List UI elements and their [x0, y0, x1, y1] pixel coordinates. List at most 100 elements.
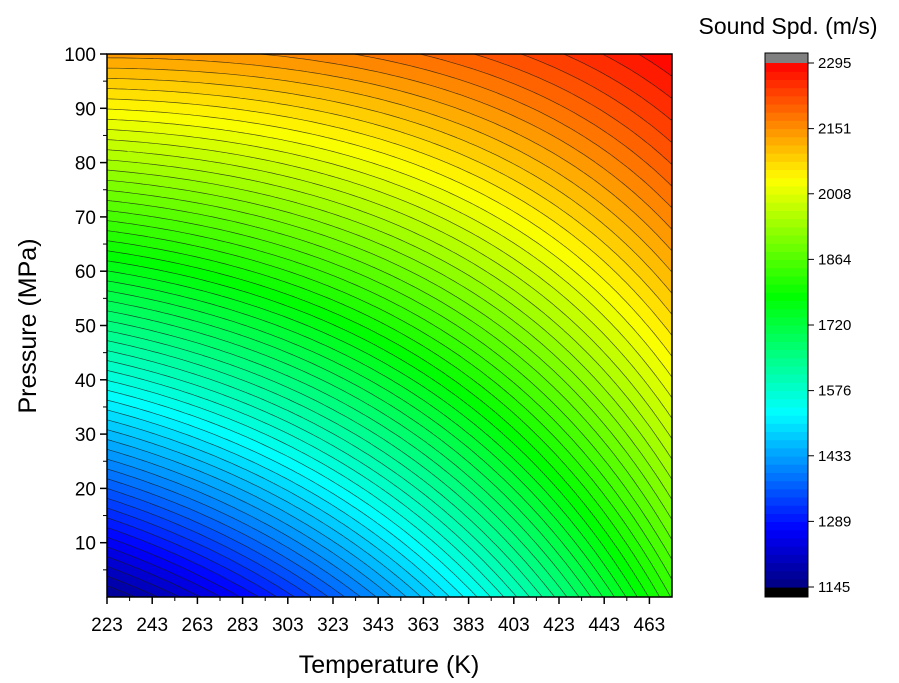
colorbar-tick-label: 1289	[818, 513, 851, 530]
colorbar-band	[765, 562, 808, 572]
contour-line	[107, 260, 638, 597]
x-tick-label: 283	[227, 615, 259, 636]
colorbar-tick-label: 1576	[818, 383, 851, 400]
x-tick-label: 443	[588, 615, 620, 636]
contour-line	[107, 139, 672, 419]
contour-lines	[107, 54, 672, 597]
colorbar-band	[765, 95, 808, 105]
contour-line	[107, 409, 450, 597]
colorbar-tick-label: 1864	[818, 251, 851, 268]
contour-line	[107, 129, 672, 399]
contour-line	[107, 429, 422, 597]
y-tick-label: 40	[75, 371, 96, 392]
colorbar-band	[765, 103, 808, 113]
contour-line	[107, 448, 392, 597]
contour-line	[107, 240, 661, 597]
contour-line	[107, 527, 259, 597]
colorbar-band	[765, 63, 808, 72]
contour-line	[107, 379, 491, 597]
contour-line	[107, 497, 312, 597]
colorbar-band	[765, 87, 808, 97]
colorbar-band	[765, 505, 808, 514]
colorbar-band	[765, 136, 808, 146]
x-tick-label: 363	[408, 615, 440, 636]
contour-line	[107, 468, 361, 597]
colorbar-band	[765, 439, 808, 449]
contour-line	[107, 149, 672, 440]
colorbar-band	[765, 275, 808, 285]
contour-line	[107, 488, 329, 597]
y-axis: 10 20 30 40 50 60 70 80 90 100	[64, 45, 107, 571]
colorbar-band	[765, 218, 808, 228]
y-tick-label: 30	[75, 425, 96, 446]
colorbar-band	[765, 128, 808, 138]
colorbar-band	[765, 194, 808, 203]
contour-line	[107, 300, 592, 597]
colorbar-band	[765, 284, 808, 293]
colorbar-band	[765, 243, 808, 252]
colorbar-band	[765, 406, 808, 416]
colorbar-band	[765, 333, 808, 342]
colorbar-band	[765, 259, 808, 269]
colorbar-band	[765, 267, 808, 277]
contour-line	[107, 88, 672, 315]
y-tick-label: 10	[75, 534, 96, 555]
colorbar-band	[765, 341, 808, 351]
x-tick-label: 423	[543, 615, 575, 636]
contour-line	[107, 389, 478, 597]
colorbar-band	[765, 570, 808, 580]
colorbar-band	[765, 210, 808, 220]
y-tick-label: 100	[64, 45, 96, 66]
colorbar-band	[765, 513, 808, 523]
colorbar-band	[765, 71, 808, 80]
contour-line	[107, 517, 277, 597]
colorbar-tick-label: 2295	[818, 55, 851, 72]
contour-line	[638, 54, 672, 77]
colorbar-band	[765, 472, 808, 482]
colorbar-band	[765, 226, 808, 236]
colorbar-band	[765, 79, 808, 89]
colorbar-band	[765, 120, 808, 130]
colorbar-band	[765, 316, 808, 326]
contour-line	[107, 439, 407, 597]
colorbar-band	[765, 153, 808, 162]
colorbar-band	[765, 423, 808, 433]
x-axis-label: Temperature (K)	[299, 651, 480, 679]
colorbar-band	[765, 234, 808, 244]
colorbar-tick-label: 1720	[818, 317, 851, 334]
contour-line	[107, 270, 627, 597]
colorbar-band	[765, 161, 808, 171]
y-tick-label: 80	[75, 154, 96, 175]
contour-line	[107, 370, 505, 597]
contour-line	[107, 556, 201, 597]
colorbar-band	[765, 537, 808, 547]
x-tick-label: 303	[272, 615, 304, 636]
colorbar-band	[765, 529, 808, 539]
colorbar-band	[765, 431, 808, 441]
contour-line	[107, 118, 672, 378]
y-tick-label: 70	[75, 208, 96, 229]
contour-line	[107, 280, 615, 597]
colorbar-tick-label: 2151	[818, 121, 851, 138]
colorbar-band	[765, 308, 808, 318]
x-tick-label: 343	[362, 615, 394, 636]
x-tick-label: 323	[317, 615, 349, 636]
colorbar-band	[765, 144, 808, 154]
contour-line	[107, 546, 221, 597]
colorbar-band	[765, 554, 808, 564]
colorbar-band	[765, 578, 808, 588]
contour-line	[107, 250, 649, 597]
colorbar-band	[765, 496, 808, 506]
colorbar-tick-label: 2008	[818, 186, 851, 203]
contour-line	[107, 350, 530, 597]
colorbar: 1145 1289 1433 1576 1720 1864 2008 2151 2295	[764, 52, 851, 598]
colorbar-tick-label: 1145	[818, 579, 850, 596]
contour-line	[107, 536, 240, 597]
x-tick-label: 403	[498, 615, 530, 636]
colorbar-band	[765, 390, 808, 400]
contour-line	[107, 57, 672, 252]
colorbar-band	[765, 185, 808, 195]
colorbar-band	[765, 292, 808, 302]
y-tick-label: 50	[75, 317, 96, 338]
